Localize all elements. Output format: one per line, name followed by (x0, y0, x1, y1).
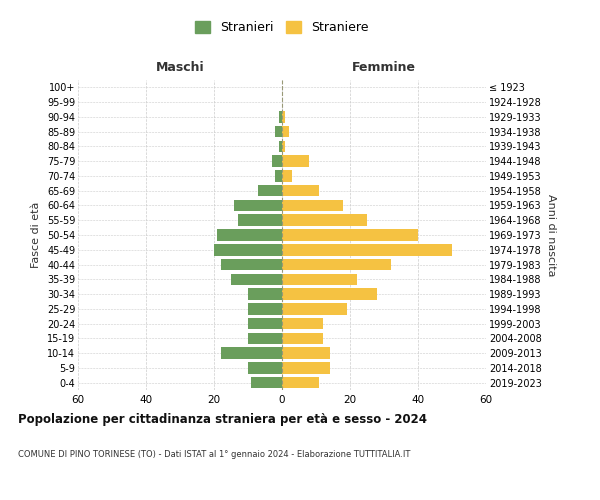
Bar (282, 140, 286, 152)
Text: Femmine: Femmine (352, 61, 416, 74)
Text: COMUNE DI PINO TORINESE (TO) - Dati ISTAT al 1° gennaio 2024 - Elaborazione TUTT: COMUNE DI PINO TORINESE (TO) - Dati ISTA… (18, 450, 410, 459)
Bar (248, 332, 282, 344)
Bar (282, 170, 292, 181)
Bar (282, 156, 309, 167)
Bar (248, 303, 282, 314)
Bar (282, 244, 452, 256)
Bar (282, 288, 377, 300)
Bar (217, 229, 282, 241)
Bar (278, 140, 282, 152)
Bar (231, 274, 282, 285)
Bar (258, 185, 282, 196)
Bar (275, 126, 282, 138)
Bar (248, 288, 282, 300)
Bar (235, 200, 282, 211)
Text: Popolazione per cittadinanza straniera per età e sesso - 2024: Popolazione per cittadinanza straniera p… (18, 412, 427, 426)
Bar (221, 259, 282, 270)
Bar (282, 332, 323, 344)
Bar (275, 170, 282, 181)
Text: Maschi: Maschi (155, 61, 205, 74)
Legend: Stranieri, Straniere: Stranieri, Straniere (190, 16, 374, 40)
Bar (282, 259, 391, 270)
Bar (282, 214, 367, 226)
Bar (282, 126, 289, 138)
Bar (282, 348, 329, 359)
Bar (251, 377, 282, 388)
Bar (282, 362, 329, 374)
Bar (238, 214, 282, 226)
Bar (282, 185, 319, 196)
Bar (282, 111, 286, 122)
Y-axis label: Fasce di età: Fasce di età (31, 202, 41, 268)
Bar (282, 377, 319, 388)
Bar (214, 244, 282, 256)
Bar (278, 111, 282, 122)
Bar (221, 348, 282, 359)
Y-axis label: Anni di nascita: Anni di nascita (545, 194, 556, 276)
Bar (248, 318, 282, 330)
Bar (282, 274, 357, 285)
Bar (282, 200, 343, 211)
Bar (272, 156, 282, 167)
Bar (282, 229, 418, 241)
Bar (282, 318, 323, 330)
Bar (248, 362, 282, 374)
Bar (282, 303, 347, 314)
